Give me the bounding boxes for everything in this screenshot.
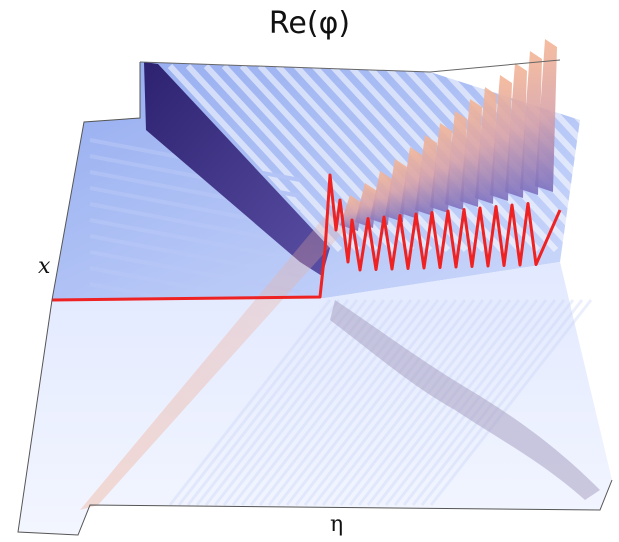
peak-shadow [330,300,600,500]
stripe-front [303,299,467,506]
stripe-front [312,299,476,506]
frame-outline [17,62,613,536]
stripe-front [186,299,350,506]
wavefront-ridge [144,62,330,276]
stripe-back [275,63,451,253]
stripe-back-left [89,218,301,262]
plot-title: Re(φ) [268,6,351,41]
stripe-front [276,299,440,506]
orange-peak [520,51,542,195]
stripe-front [348,299,512,506]
orange-peak [475,87,497,204]
stripe-back-left [89,234,301,278]
stripe-front [294,299,458,506]
stripe-front [258,299,422,506]
orange-peak [460,99,482,207]
orange-peak [505,63,527,198]
stripe-front [429,299,593,506]
orange-peak [490,75,512,201]
eta-axis-label: η [330,512,344,537]
stripe-back [545,63,619,148]
x-axis-label: x [38,254,51,279]
orange-peak [445,111,467,210]
stripe-back [311,63,487,253]
red-slice-curve [51,173,562,302]
stripe-front [213,299,377,506]
stripe-front [411,299,575,506]
stripe-back [293,63,469,253]
orange-peaks [340,39,557,231]
frame-top-edge [139,59,561,73]
stripe-front [177,299,341,506]
stripe-front [204,299,368,506]
stripe-front [168,299,332,506]
stripe-back [527,63,619,167]
stripe-back-left [89,202,301,246]
stripe-front [285,299,449,506]
stripe-back-left [89,250,301,294]
stripe-front [339,299,503,506]
stripe-front [267,299,431,506]
stripe-front [420,299,584,506]
stripe-front [321,299,485,506]
beam-projection [80,210,345,510]
stripe-back [167,63,343,253]
stripe-front [357,299,521,506]
surface-stripes-front [168,299,593,506]
surface-front-region [18,262,612,535]
stripe-front [330,299,494,506]
stripe-front [195,299,359,506]
orange-peak [535,39,557,192]
